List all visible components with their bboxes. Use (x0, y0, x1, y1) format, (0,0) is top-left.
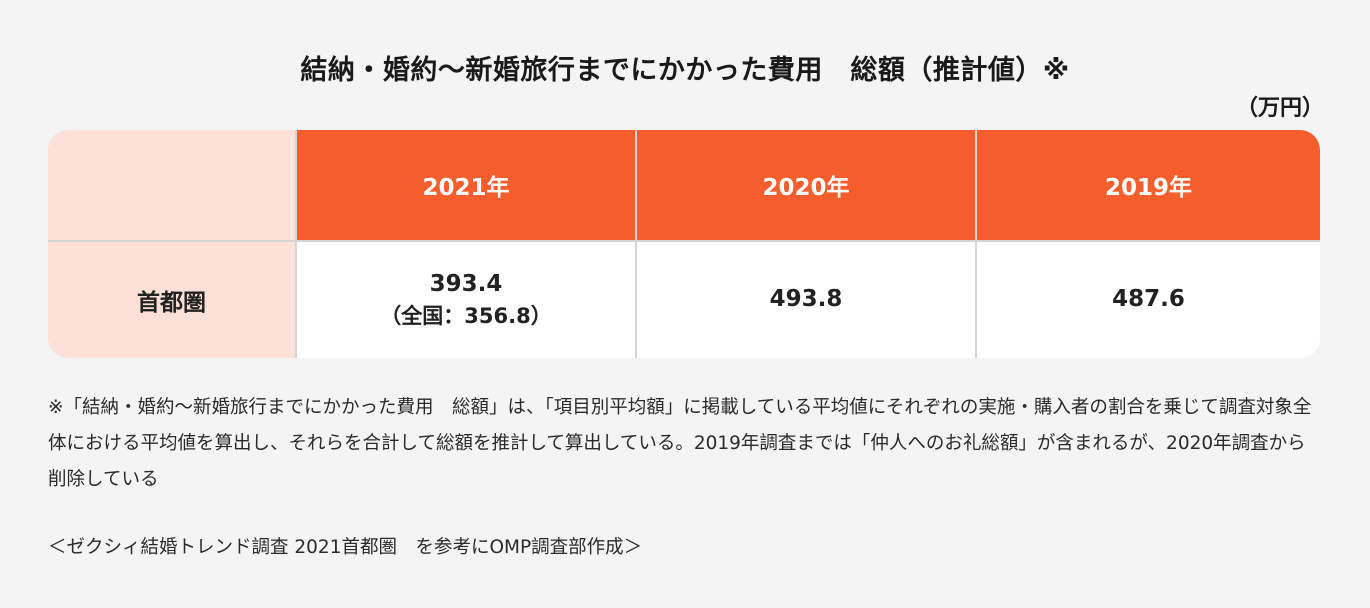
value-main: 393.4 (429, 271, 503, 298)
table-corner-cell (48, 130, 297, 242)
row-label-shutoken: 首都圏 (48, 242, 297, 358)
page-title: 結納・婚約〜新婚旅行までにかかった費用 総額（推計値）※ (300, 55, 1070, 86)
footnote-text: ※「結納・婚約〜新婚旅行までにかかった費用 総額」は、「項目別平均額」に掲載して… (48, 397, 1312, 490)
column-header-2021: 2021年 (297, 130, 637, 242)
column-header-2020: 2020年 (637, 130, 977, 242)
value-main: 487.6 (1112, 286, 1185, 313)
column-header-2019: 2019年 (977, 130, 1320, 242)
cost-table: 2021年 2020年 2019年 首都圏 393.4 （全国：356.8） 4… (48, 130, 1320, 358)
unit-label: （万円） (1235, 96, 1324, 121)
table-cell-2019: 487.6 (977, 242, 1320, 358)
source-credit: ＜ゼクシィ結婚トレンド調査 2021首都圏 を参考にOMP調査部作成＞ (48, 537, 643, 558)
value-main: 493.8 (769, 286, 843, 313)
table-cell-2021: 393.4 （全国：356.8） (297, 242, 637, 358)
value-national: （全国：356.8） (380, 304, 552, 329)
table-cell-2020: 493.8 (637, 242, 977, 358)
